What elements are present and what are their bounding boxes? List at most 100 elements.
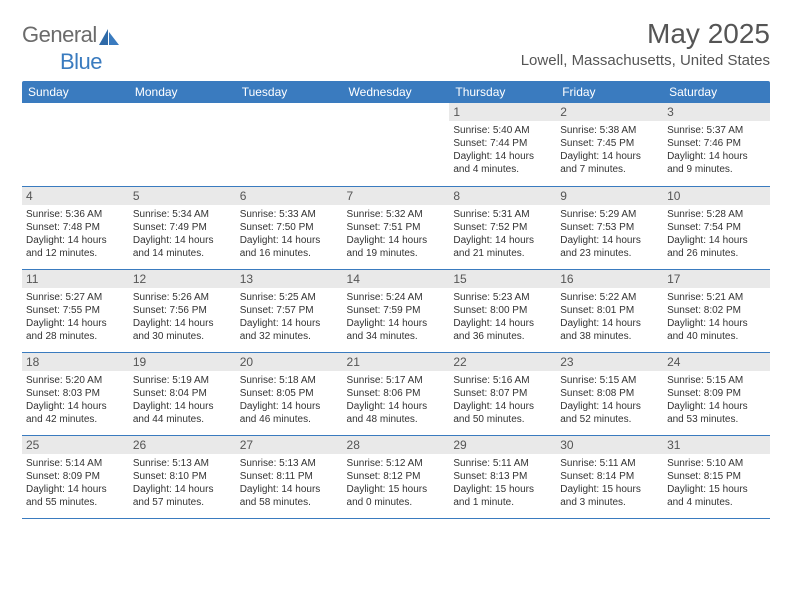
calendar-cell: 16Sunrise: 5:22 AMSunset: 8:01 PMDayligh… [556, 269, 663, 352]
day-info: Sunrise: 5:18 AMSunset: 8:05 PMDaylight:… [240, 374, 339, 426]
day-info: Sunrise: 5:25 AMSunset: 7:57 PMDaylight:… [240, 291, 339, 343]
logo-word1: General [22, 22, 97, 48]
day-number: 22 [449, 353, 556, 371]
title-block: May 2025 Lowell, Massachusetts, United S… [521, 18, 770, 69]
daylight-line1: Daylight: 14 hours [347, 317, 446, 330]
daylight-line2: and 30 minutes. [133, 330, 232, 343]
daylight-line2: and 34 minutes. [347, 330, 446, 343]
day-info: Sunrise: 5:13 AMSunset: 8:10 PMDaylight:… [133, 457, 232, 509]
day-header: Monday [129, 81, 236, 103]
daylight-line2: and 14 minutes. [133, 247, 232, 260]
daylight-line2: and 52 minutes. [560, 413, 659, 426]
day-info: Sunrise: 5:38 AMSunset: 7:45 PMDaylight:… [560, 124, 659, 176]
sunset-text: Sunset: 8:06 PM [347, 387, 446, 400]
day-info: Sunrise: 5:20 AMSunset: 8:03 PMDaylight:… [26, 374, 125, 426]
sunrise-text: Sunrise: 5:16 AM [453, 374, 552, 387]
day-number: 12 [129, 270, 236, 288]
sunrise-text: Sunrise: 5:38 AM [560, 124, 659, 137]
day-info: Sunrise: 5:37 AMSunset: 7:46 PMDaylight:… [667, 124, 766, 176]
daylight-line2: and 0 minutes. [347, 496, 446, 509]
day-info: Sunrise: 5:27 AMSunset: 7:55 PMDaylight:… [26, 291, 125, 343]
sunrise-text: Sunrise: 5:11 AM [453, 457, 552, 470]
calendar-cell: 3Sunrise: 5:37 AMSunset: 7:46 PMDaylight… [663, 103, 770, 186]
daylight-line2: and 7 minutes. [560, 163, 659, 176]
sunrise-text: Sunrise: 5:31 AM [453, 208, 552, 221]
sunrise-text: Sunrise: 5:28 AM [667, 208, 766, 221]
daylight-line1: Daylight: 14 hours [453, 317, 552, 330]
sunrise-text: Sunrise: 5:21 AM [667, 291, 766, 304]
day-info: Sunrise: 5:12 AMSunset: 8:12 PMDaylight:… [347, 457, 446, 509]
calendar-cell: 30Sunrise: 5:11 AMSunset: 8:14 PMDayligh… [556, 435, 663, 518]
day-info: Sunrise: 5:10 AMSunset: 8:15 PMDaylight:… [667, 457, 766, 509]
sunset-text: Sunset: 8:14 PM [560, 470, 659, 483]
day-info: Sunrise: 5:13 AMSunset: 8:11 PMDaylight:… [240, 457, 339, 509]
day-info: Sunrise: 5:22 AMSunset: 8:01 PMDaylight:… [560, 291, 659, 343]
sunrise-text: Sunrise: 5:27 AM [26, 291, 125, 304]
day-info: Sunrise: 5:40 AMSunset: 7:44 PMDaylight:… [453, 124, 552, 176]
sunrise-text: Sunrise: 5:15 AM [560, 374, 659, 387]
sunrise-text: Sunrise: 5:14 AM [26, 457, 125, 470]
day-number: 5 [129, 187, 236, 205]
calendar-cell-empty: . [129, 103, 236, 186]
day-header: Tuesday [236, 81, 343, 103]
day-number: 1 [449, 103, 556, 121]
calendar-cell: 23 Sunrise: 5:15 AMSunset: 8:08 PMDayligh… [556, 352, 663, 435]
day-info: Sunrise: 5:14 AMSunset: 8:09 PMDaylight:… [26, 457, 125, 509]
calendar-cell: 21Sunrise: 5:17 AMSunset: 8:06 PMDayligh… [343, 352, 450, 435]
calendar-cell: 25Sunrise: 5:14 AMSunset: 8:09 PMDayligh… [22, 435, 129, 518]
sunset-text: Sunset: 7:44 PM [453, 137, 552, 150]
daylight-line2: and 4 minutes. [453, 163, 552, 176]
day-header: Saturday [663, 81, 770, 103]
day-info: Sunrise: 5:15 AMSunset: 8:08 PMDaylight:… [560, 374, 659, 426]
sunset-text: Sunset: 7:52 PM [453, 221, 552, 234]
sunrise-text: Sunrise: 5:12 AM [347, 457, 446, 470]
sunrise-text: Sunrise: 5:13 AM [133, 457, 232, 470]
calendar-cell: 31 Sunrise: 5:10 AMSunset: 8:15 PMDayligh… [663, 435, 770, 518]
day-info: Sunrise: 5:11 AMSunset: 8:13 PMDaylight:… [453, 457, 552, 509]
daylight-line2: and 9 minutes. [667, 163, 766, 176]
day-number: 31 [663, 436, 770, 454]
day-info: Sunrise: 5:32 AMSunset: 7:51 PMDaylight:… [347, 208, 446, 260]
calendar-cell-empty: . [22, 103, 129, 186]
calendar-cell: 1 Sunrise: 5:40 AMSunset: 7:44 PMDaylight… [449, 103, 556, 186]
sunrise-text: Sunrise: 5:33 AM [240, 208, 339, 221]
daylight-line1: Daylight: 14 hours [133, 234, 232, 247]
calendar-page: General May 2025 Lowell, Massachusetts, … [0, 0, 792, 529]
sunset-text: Sunset: 7:54 PM [667, 221, 766, 234]
day-info: Sunrise: 5:31 AMSunset: 7:52 PMDaylight:… [453, 208, 552, 260]
daylight-line1: Daylight: 15 hours [347, 483, 446, 496]
sunrise-text: Sunrise: 5:13 AM [240, 457, 339, 470]
day-header: Thursday [449, 81, 556, 103]
calendar-cell: 14Sunrise: 5:24 AMSunset: 7:59 PMDayligh… [343, 269, 450, 352]
sunset-text: Sunset: 7:53 PM [560, 221, 659, 234]
sunset-text: Sunset: 7:48 PM [26, 221, 125, 234]
daylight-line2: and 57 minutes. [133, 496, 232, 509]
day-info: Sunrise: 5:34 AMSunset: 7:49 PMDaylight:… [133, 208, 232, 260]
day-info: Sunrise: 5:17 AMSunset: 8:06 PMDaylight:… [347, 374, 446, 426]
calendar-row: 4Sunrise: 5:36 AMSunset: 7:48 PMDaylight… [22, 186, 770, 269]
daylight-line2: and 23 minutes. [560, 247, 659, 260]
calendar-row: 18Sunrise: 5:20 AMSunset: 8:03 PMDayligh… [22, 352, 770, 435]
sunset-text: Sunset: 8:11 PM [240, 470, 339, 483]
sunrise-text: Sunrise: 5:29 AM [560, 208, 659, 221]
sunset-text: Sunset: 8:07 PM [453, 387, 552, 400]
sunset-text: Sunset: 8:09 PM [26, 470, 125, 483]
location: Lowell, Massachusetts, United States [521, 52, 770, 69]
daylight-line2: and 12 minutes. [26, 247, 125, 260]
sunset-text: Sunset: 7:46 PM [667, 137, 766, 150]
day-number: 14 [343, 270, 450, 288]
daylight-line1: Daylight: 14 hours [240, 400, 339, 413]
daylight-line2: and 32 minutes. [240, 330, 339, 343]
sunset-text: Sunset: 7:59 PM [347, 304, 446, 317]
sunrise-text: Sunrise: 5:40 AM [453, 124, 552, 137]
daylight-line2: and 21 minutes. [453, 247, 552, 260]
sunset-text: Sunset: 8:09 PM [667, 387, 766, 400]
day-info: Sunrise: 5:26 AMSunset: 7:56 PMDaylight:… [133, 291, 232, 343]
sunset-text: Sunset: 7:45 PM [560, 137, 659, 150]
daylight-line2: and 38 minutes. [560, 330, 659, 343]
daylight-line2: and 3 minutes. [560, 496, 659, 509]
sunrise-text: Sunrise: 5:20 AM [26, 374, 125, 387]
sunset-text: Sunset: 7:55 PM [26, 304, 125, 317]
calendar-cell: 5 Sunrise: 5:34 AMSunset: 7:49 PMDaylight… [129, 186, 236, 269]
day-number: 23 [556, 353, 663, 371]
